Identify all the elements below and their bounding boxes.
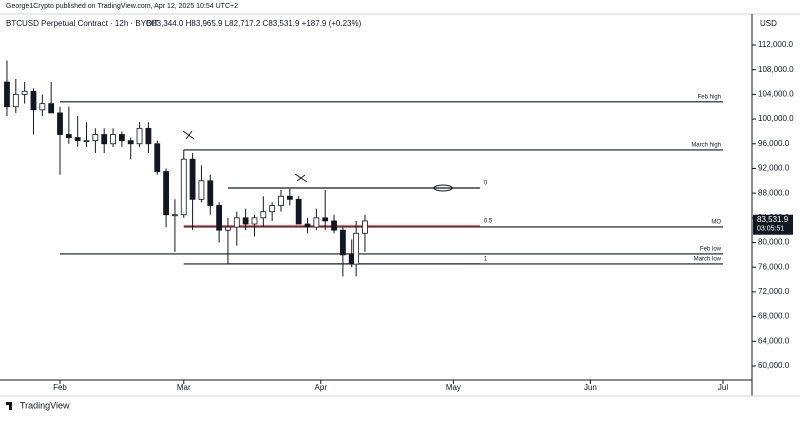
x-tick-label: Mar [177, 383, 191, 392]
level-label: March low [694, 257, 722, 263]
y-tick-label: 96,000.0 [758, 139, 790, 148]
candle-body [172, 214, 178, 217]
level-label: March high [691, 143, 721, 149]
last-price-box [753, 214, 793, 235]
y-tick-label: 80,000.0 [758, 238, 790, 247]
y-tick-label: 108,000.0 [758, 65, 794, 74]
candle-body [48, 103, 55, 114]
logo-icon [6, 402, 12, 410]
candle-body [278, 195, 284, 206]
chart-title: BTCUSD Perpetual Contract · 12h · BYBIT [6, 19, 159, 28]
candle-body [83, 140, 90, 143]
level-label: MO [711, 219, 721, 225]
y-tick-label: 92,000.0 [758, 164, 790, 173]
candle-body [189, 158, 196, 200]
y-tick-label: 88,000.0 [758, 188, 790, 197]
y-tick-label: 100,000.0 [758, 114, 794, 123]
candle-body [163, 171, 169, 216]
level-label: Feb low [700, 247, 722, 253]
candle-body [154, 143, 161, 172]
candle-body [127, 140, 134, 145]
candle-body [251, 217, 258, 225]
candle-body [286, 195, 293, 200]
countdown-label: 03:05:51 [757, 226, 784, 233]
candle-body [118, 134, 125, 142]
candle-body [198, 180, 205, 200]
candle-body [180, 158, 187, 216]
annotation-cross [182, 130, 308, 183]
candle-body [242, 217, 249, 225]
last-price-label: 83,531.9 [757, 215, 789, 224]
x-tick-label: Jul [718, 383, 728, 392]
candle-body [353, 232, 360, 265]
publisher: George1Crypto published on TradingView.c… [6, 3, 238, 10]
ohlc-text: O83,344.0 H83,965.9 L82,717.2 C83,531.9 … [146, 19, 362, 28]
candle-body [362, 220, 368, 234]
level-label: Feb high [698, 94, 721, 100]
candle-body [101, 134, 108, 145]
candle-body [92, 134, 99, 142]
candle-body [313, 217, 320, 228]
candle-body [65, 134, 72, 138]
currency: USD [760, 19, 777, 28]
candle-body [145, 127, 152, 145]
y-tick-label: 60,000.0 [758, 361, 790, 370]
y-tick-label: 64,000.0 [758, 336, 790, 345]
y-tick-label: 76,000.0 [758, 262, 790, 271]
candle-body [110, 134, 116, 145]
y-tick-label: 104,000.0 [758, 89, 794, 98]
candle-body [136, 127, 143, 145]
candle-body [39, 103, 46, 111]
candle-body [295, 198, 302, 225]
candle-body [4, 81, 10, 108]
footer-logo: TradingView [20, 400, 70, 410]
candle-body [322, 217, 329, 222]
y-tick-label: 112,000.0 [758, 40, 794, 49]
candle-body [260, 211, 267, 219]
candle-body [339, 229, 346, 256]
candle-body [304, 223, 311, 228]
candle-body [225, 226, 231, 231]
x-tick-label: Jun [584, 383, 597, 392]
candle-body [207, 180, 214, 206]
level-label: 0.5 [484, 218, 493, 224]
y-tick-label: 68,000.0 [758, 312, 790, 321]
y-tick-label: 72,000.0 [758, 287, 790, 296]
candle-body [233, 217, 240, 228]
candle-body [21, 90, 28, 95]
x-tick-label: Feb [53, 383, 67, 392]
candle-body [30, 90, 37, 111]
x-tick-label: Apr [315, 383, 328, 392]
candle-body [331, 220, 337, 231]
candle-body [269, 205, 276, 213]
candle-body [12, 93, 19, 108]
level-label: 0 [484, 181, 488, 187]
x-tick-label: May [446, 383, 461, 392]
candle-body [216, 205, 223, 231]
candle-body [57, 112, 63, 135]
candle-body [74, 137, 81, 142]
level-label: 1 [484, 257, 488, 263]
